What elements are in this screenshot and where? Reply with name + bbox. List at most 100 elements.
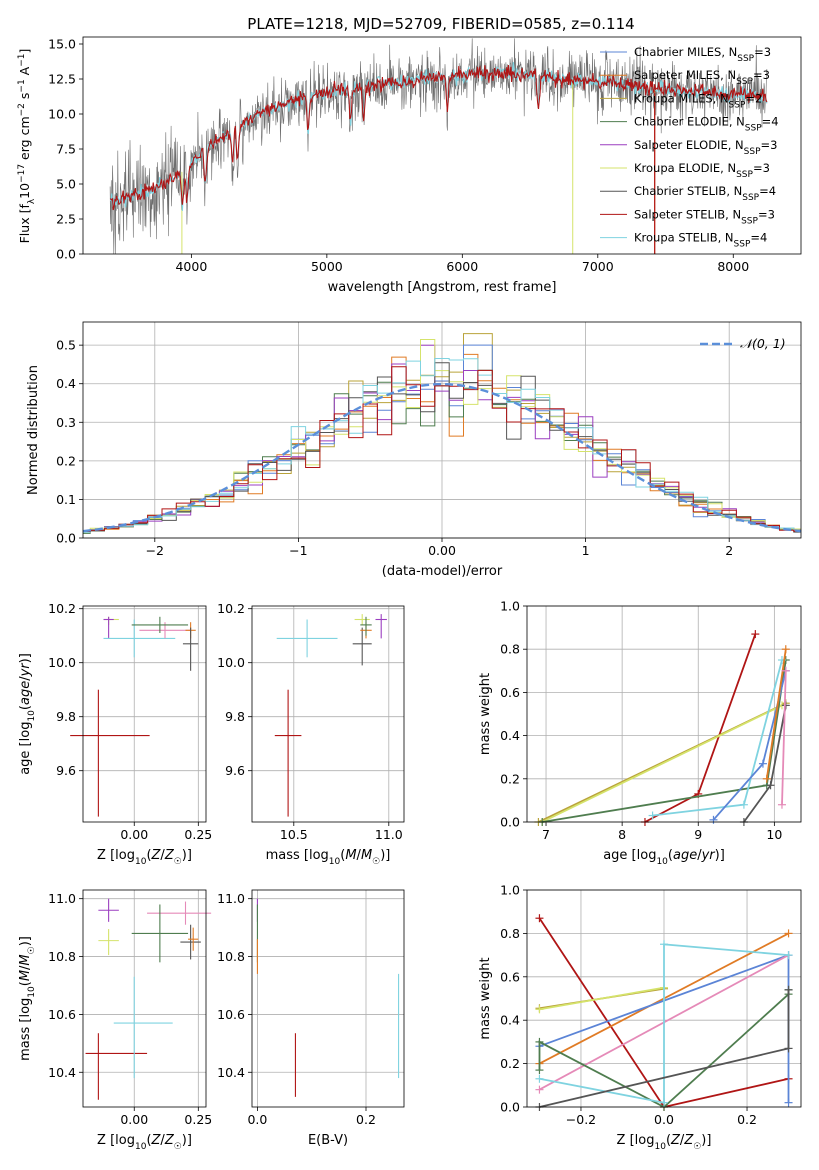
y-tick-label: 0.0 <box>56 531 76 546</box>
label-part: ☉ <box>174 857 182 867</box>
label-part: M <box>18 954 33 965</box>
label-part: =4 <box>759 184 776 198</box>
y-tick-label: 0.0 <box>500 1100 520 1115</box>
errorbars-age_vs_Z <box>70 616 199 817</box>
label-part: )] <box>18 936 33 946</box>
weight-line <box>712 670 787 821</box>
label-part: SSP <box>737 54 754 64</box>
label-part: =4 <box>762 115 779 129</box>
label-part: Chabrier MILES, N <box>634 45 737 59</box>
y-tick-label: 0.6 <box>500 969 520 984</box>
errorbar-point <box>85 1033 148 1100</box>
x-tick-label: 1 <box>582 543 590 558</box>
y-tick-label: 1.0 <box>500 599 520 614</box>
weight-marker <box>535 914 544 923</box>
x-tick-label: 7 <box>542 827 550 842</box>
x-tick-label: 0.00 <box>120 1112 148 1127</box>
label-part: age <box>673 848 697 863</box>
label-part: 10 <box>27 986 37 998</box>
errorbar-point <box>354 614 370 625</box>
weight-marker <box>535 1074 544 1083</box>
histogram-salpeter-stelib <box>83 366 801 532</box>
label-part: Z <box>151 848 162 863</box>
label-part: Chabrier STELIB, N <box>634 184 742 198</box>
legend-label: Kroupa STELIB, NSSP=4 <box>634 231 767 250</box>
label-part: )] <box>380 848 390 863</box>
errorbar-point <box>70 689 150 817</box>
legend-label: Kroupa ELODIE, NSSP=3 <box>634 161 770 180</box>
legend-label: Salpeter MILES, NSSP=3 <box>634 68 770 87</box>
weight-marker <box>648 811 657 820</box>
x-tick-label: 0.00 <box>120 827 148 842</box>
label-part: M <box>361 848 372 863</box>
legend-entry: Salpeter MILES, NSSP=3 <box>600 68 770 87</box>
errorbar-point <box>103 616 114 639</box>
residual-legend: 𝒩(0, 1) <box>700 336 786 351</box>
y-axis-label: mass [log10(M/M☉)] <box>18 936 37 1061</box>
legend-entry: Chabrier ELODIE, NSSP=4 <box>600 115 779 134</box>
label-part: 10 <box>656 857 668 867</box>
x-tick-label: 10.5 <box>280 827 308 842</box>
gaussian-curve <box>82 382 802 533</box>
x-axis-label: E(B-V) <box>308 1133 348 1148</box>
axes-frame-age_vs_mass <box>251 605 405 823</box>
label-part: / <box>697 848 702 863</box>
label-part: =2 <box>745 91 762 105</box>
x-axis-label: mass [log10(M/M☉)] <box>266 848 391 867</box>
weight-marker <box>751 630 760 639</box>
label-part: SSP <box>741 216 758 226</box>
weight-line <box>541 704 783 823</box>
errorbars-mass_vs_Z <box>85 898 212 1100</box>
y-tick-label: 9.6 <box>56 763 76 778</box>
x-tick-label: 8000 <box>717 259 749 274</box>
x-axis-label: wavelength [Angstrom, rest frame] <box>328 280 557 295</box>
x-axis-label: Z [log10(Z/Z☉)] <box>617 1133 712 1152</box>
y-tick-label: 0.2 <box>56 453 76 468</box>
y-tick-label: 15.0 <box>48 37 76 52</box>
label-part: )] <box>715 848 725 863</box>
label-part: ( <box>18 705 33 710</box>
axes-residuals: −2 −1 0.00 1 2 0.0 0.1 0.2 0.3 0.4 0.5 𝒩(0, 1) (data… <box>26 321 802 579</box>
weight-marker <box>535 1066 544 1075</box>
y-tick-label: 5.0 <box>56 177 76 192</box>
y-tick-label: 10.0 <box>48 107 76 122</box>
y-tick-label: 0.4 <box>500 728 520 743</box>
errorbar-point <box>274 689 302 817</box>
weight-marker <box>762 774 771 783</box>
weight-marker <box>739 800 748 809</box>
observed-spectrum <box>109 38 768 255</box>
errorbar-point <box>103 619 176 658</box>
x-tick-label: 2 <box>725 543 733 558</box>
x-axis-label: (data-model)/error <box>382 564 503 579</box>
y-tick-label: 0.3 <box>56 415 76 430</box>
weight-marker <box>784 929 793 938</box>
x-axis-label: age [log10(age/yr)] <box>603 848 725 867</box>
label-part: s <box>17 93 32 104</box>
label-part: =3 <box>753 68 770 82</box>
label-part: 10 <box>17 183 32 199</box>
y-axis-label: mass weight <box>478 673 493 755</box>
errorbar-point <box>103 616 119 625</box>
weight-line <box>539 986 665 1011</box>
y-tick-label: 0.0 <box>56 247 76 262</box>
y-tick-label: 0.4 <box>500 1013 520 1028</box>
legend-label: Chabrier STELIB, NSSP=4 <box>634 184 776 203</box>
label-part: Z <box>151 1133 162 1148</box>
errorbar-point <box>98 898 119 922</box>
label-part: =4 <box>750 231 767 245</box>
label-part: )] <box>182 848 192 863</box>
y-axis-label: mass weight <box>478 957 493 1039</box>
label-part: Salpeter STELIB, N <box>634 207 741 221</box>
weight-lines-weight_vs_Z <box>535 914 793 1111</box>
errorbar-point <box>276 619 338 658</box>
label-part: mass [log <box>266 848 329 863</box>
label-part: mass [log <box>18 998 33 1061</box>
weight-marker <box>777 800 786 809</box>
label-part: ( <box>18 981 33 986</box>
axes-frame-spectrum <box>82 36 802 255</box>
label-part: age [log <box>18 722 33 775</box>
y-tick-label: 0.4 <box>56 376 76 391</box>
weight-marker <box>660 1098 668 1107</box>
weight-line <box>781 670 787 805</box>
label-part: / <box>18 676 33 681</box>
